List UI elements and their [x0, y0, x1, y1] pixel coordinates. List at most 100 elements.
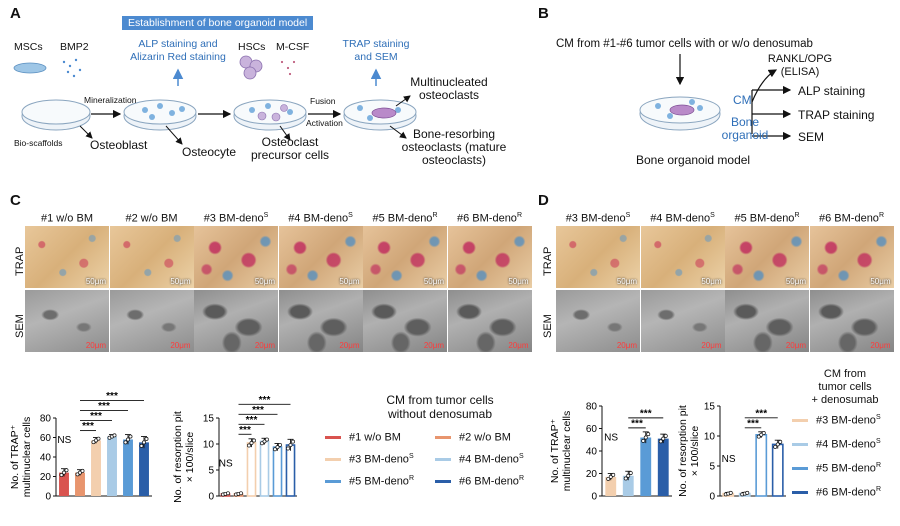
output-trap: TRAP staining: [798, 108, 875, 122]
data-point: [144, 436, 149, 441]
scale-bar-trap: 50μm: [170, 277, 191, 286]
label-precursor: Osteoclast precursor cells: [240, 136, 340, 162]
trap-micrograph-c-4: 50μm: [278, 226, 363, 288]
y-tick-label: 0: [208, 492, 214, 503]
data-point: [265, 437, 269, 442]
bar-#3: [91, 440, 101, 496]
data-point: [249, 441, 254, 445]
row-label-trap-d: TRAP: [542, 246, 554, 276]
scale-bar-sem: 20μm: [870, 341, 891, 350]
legend-d-title-line2: tumor cells: [818, 381, 872, 393]
legend-swatch: [325, 480, 341, 484]
chart-c-trap: No. of TRAP⁺multinuclear cells 0 20 40 60 80 N…: [9, 391, 152, 503]
sig-ns: NS: [604, 433, 618, 444]
col-header-d-1-sup: S: [625, 212, 631, 219]
y-tick-label: 80: [40, 414, 52, 425]
scale-bar-sem: 20μm: [785, 341, 806, 350]
y-tick-label: 60: [40, 433, 52, 444]
arrow-precursor: [279, 125, 291, 141]
label-rankl-line2: (ELISA): [780, 66, 820, 78]
legend-c-item-5-sup: R: [408, 475, 414, 482]
dish-osteoblast-icon: [123, 99, 197, 131]
y-axis-label-line: No. of TRAP⁺: [549, 418, 561, 483]
data-point: [775, 442, 780, 447]
col-header-c-5-base: #5 BM-deno: [372, 212, 433, 225]
trap-micrograph-c-5: 50μm: [363, 226, 447, 288]
y-tick-label: 60: [586, 424, 598, 435]
sem-micrograph-d-2: 20μm: [640, 290, 725, 352]
legend-c-item-6: #6 BM-denoR: [435, 475, 524, 488]
y-axis-label: No. of TRAP⁺multinuclear cells: [9, 417, 33, 498]
trap-micrograph-d-1: 50μm: [556, 226, 640, 288]
label-mscs: MSCs: [14, 41, 43, 53]
trap-micrograph-d-3: 50μm: [725, 226, 809, 288]
bar-#3: [605, 476, 617, 496]
scale-bar-trap: 50μm: [870, 277, 891, 286]
y-axis-label: No. of TRAP⁺multinuclear cells: [549, 411, 573, 492]
scale-bar-sem: 20μm: [339, 341, 360, 350]
data-point: [286, 446, 290, 451]
bar-#5: [123, 439, 133, 496]
y-tick-label: 0: [591, 492, 597, 503]
y-axis-label-line: × 100/slice: [184, 432, 196, 483]
scale-bar-sem: 20μm: [616, 341, 637, 350]
y-tick-label: 15: [203, 414, 215, 425]
sig-stars: ***: [82, 421, 94, 432]
output-alp: ALP staining: [798, 84, 866, 98]
y-tick-label: 40: [586, 447, 598, 458]
y-axis-label-line: multinuclear cells: [21, 417, 33, 498]
y-tick-label: 0: [709, 492, 715, 503]
col-header-c-6-base: #6 BM-deno: [457, 212, 517, 225]
bar-#5: [640, 437, 652, 496]
col-header-d-3-base: #5 BM-deno: [734, 212, 795, 225]
legend-c-item-2-base: #2 w/o BM: [459, 431, 511, 444]
dish-scaffold-icon: [21, 99, 91, 131]
y-tick-label: 80: [586, 402, 598, 413]
data-point: [239, 491, 243, 496]
col-header-c-5-sup: R: [432, 212, 438, 219]
legend-d-item-2-base: #4 BM-deno: [816, 438, 876, 451]
legend-c-item-1: #1 w/o BM: [325, 431, 401, 444]
legend-d-item-1-base: #3 BM-deno: [816, 414, 876, 427]
legend-c-item-6-base: #6 BM-deno: [459, 475, 519, 488]
legend-c-title-line1: CM from tumor cells: [386, 393, 494, 407]
label-multi-line1: Multinucleated: [410, 75, 488, 89]
col-header-c-2-base: #2 w/o BM: [125, 212, 178, 225]
data-point: [273, 447, 277, 452]
legend-d-item-1: #3 BM-denoS: [792, 414, 881, 427]
data-point: [778, 439, 783, 444]
data-point: [275, 445, 280, 450]
trap-micrograph-c-6: 50μm: [447, 226, 532, 288]
sem-micrograph-c-5: 20μm: [363, 290, 447, 352]
bar-#6: [657, 438, 669, 496]
data-point: [623, 476, 628, 481]
scale-bar-trap: 50μm: [616, 277, 637, 286]
legend-c-item-3-base: #3 BM-deno: [349, 453, 409, 466]
scale-bar-sem: 20μm: [423, 341, 444, 350]
data-point: [278, 442, 282, 447]
label-bone-organoid: Bone organoid: [720, 116, 770, 142]
data-point: [252, 438, 256, 443]
data-point: [643, 435, 648, 440]
sig-stars: ***: [755, 408, 767, 419]
scale-bar-trap: 50μm: [508, 277, 529, 286]
col-header-d-4-base: #6 BM-deno: [819, 212, 879, 225]
data-point: [611, 472, 616, 477]
data-point: [759, 432, 764, 437]
y-axis-label: No. of resorption pit× 100/slice: [678, 405, 701, 497]
label-multinucleated: Multinucleated osteoclasts: [394, 76, 504, 102]
col-header-c-2: #2 w/o BM: [110, 212, 194, 225]
data-point: [262, 439, 267, 444]
col-header-c-5: #5 BM-denoR: [363, 212, 447, 225]
data-point: [728, 490, 733, 495]
col-header-d-2: #4 BM-denoS: [641, 212, 725, 225]
panel-label-d: D: [538, 192, 549, 209]
label-osteoblast: Osteoblast: [90, 138, 148, 152]
label-alp-line1: ALP staining and: [138, 38, 218, 50]
scale-bar-sem: 20μm: [85, 341, 106, 350]
sig-stars: ***: [239, 425, 251, 436]
y-axis-label: No. of resorption pit× 100/slice: [172, 411, 196, 503]
mcsf-dots-icon: [280, 60, 296, 76]
trap-micrograph-d-2: 50μm: [640, 226, 725, 288]
scale-bar-trap: 50μm: [785, 277, 806, 286]
